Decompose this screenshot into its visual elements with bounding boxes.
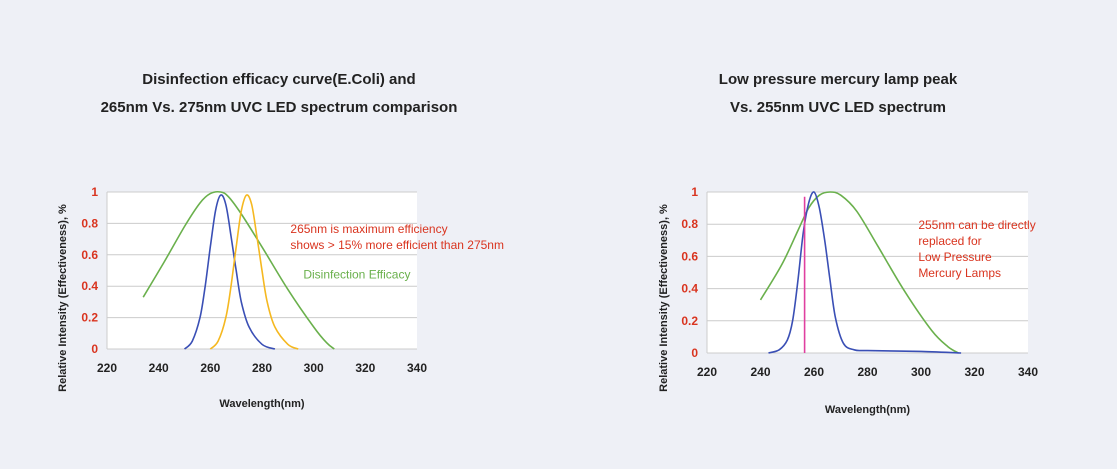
series-line-1 <box>183 194 276 350</box>
annotation-text: shows > 15% more efficient than 275nm <box>290 238 504 252</box>
x-tick-label: 220 <box>97 361 117 375</box>
y-tick-label: 1 <box>691 185 698 199</box>
annotation-text: Disinfection Efficacy <box>303 267 410 281</box>
y-axis-label: Relative Intensity (Effectiveness), % <box>658 204 670 392</box>
y-tick-label: 0.6 <box>681 249 698 263</box>
y-tick-label: 0 <box>91 342 98 356</box>
chart-panel-right: Low pressure mercury lamp peak Vs. 255nm… <box>559 0 1117 469</box>
x-axis-label: Wavelength(nm) <box>219 398 304 410</box>
annotation-text: Mercury Lamps <box>918 266 1001 280</box>
plot-area <box>707 192 1028 353</box>
x-tick-label: 280 <box>252 361 272 375</box>
x-tick-label: 300 <box>911 365 931 379</box>
x-tick-label: 340 <box>1018 365 1038 379</box>
x-tick-label: 280 <box>857 365 877 379</box>
chart-title-line-1: Disinfection efficacy curve(E.Coli) and <box>142 71 416 88</box>
x-tick-label: 300 <box>304 361 324 375</box>
series-line-0 <box>759 191 959 354</box>
annotation-text: replaced for <box>918 234 981 248</box>
x-tick-label: 240 <box>149 361 169 375</box>
y-tick-label: 0.2 <box>681 314 698 328</box>
x-axis-label: Wavelength(nm) <box>825 404 910 416</box>
chart-title-line-1: Low pressure mercury lamp peak <box>718 71 958 88</box>
y-tick-label: 0.4 <box>81 279 98 293</box>
series-line-1 <box>768 191 962 354</box>
y-axis-label: Relative Intensity (Effectiveness), % <box>57 204 69 392</box>
y-tick-label: 0.8 <box>681 217 698 231</box>
mercury-lamp-spectrum-chart: 0 0.2 0.4 0.6 0.8 1 220 240 260 280 300 320 340 Wavel… <box>658 185 1038 416</box>
series-line-2 <box>209 194 299 350</box>
chart-title-line-2: Vs. 255nm UVC LED spectrum <box>730 99 946 116</box>
x-tick-label: 340 <box>407 361 427 375</box>
annotation-text: 255nm can be directly <box>918 218 1035 232</box>
x-tick-label: 260 <box>804 365 824 379</box>
x-tick-label: 240 <box>750 365 770 379</box>
y-tick-label: 0.4 <box>681 282 698 296</box>
x-tick-label: 320 <box>355 361 375 375</box>
x-tick-label: 220 <box>697 365 717 379</box>
y-tick-label: 0.2 <box>81 311 98 325</box>
series-line-0 <box>142 190 335 350</box>
disinfection-spectrum-chart: 0 0.2 0.4 0.6 0.8 1 220 240 260 280 300 320 340 Wavel… <box>57 185 504 410</box>
chart-title-line-2: 265nm Vs. 275nm UVC LED spectrum compari… <box>100 99 458 116</box>
y-tick-label: 0 <box>691 346 698 360</box>
chart-panel-left: Disinfection efficacy curve(E.Coli) and … <box>0 0 558 469</box>
annotation-text: 265nm is maximum efficiency <box>290 222 447 236</box>
x-tick-label: 260 <box>200 361 220 375</box>
x-tick-label: 320 <box>964 365 984 379</box>
y-tick-label: 0.8 <box>81 216 98 230</box>
annotation-text: Low Pressure <box>918 250 992 264</box>
y-tick-label: 0.6 <box>81 248 98 262</box>
y-tick-label: 1 <box>91 185 98 199</box>
